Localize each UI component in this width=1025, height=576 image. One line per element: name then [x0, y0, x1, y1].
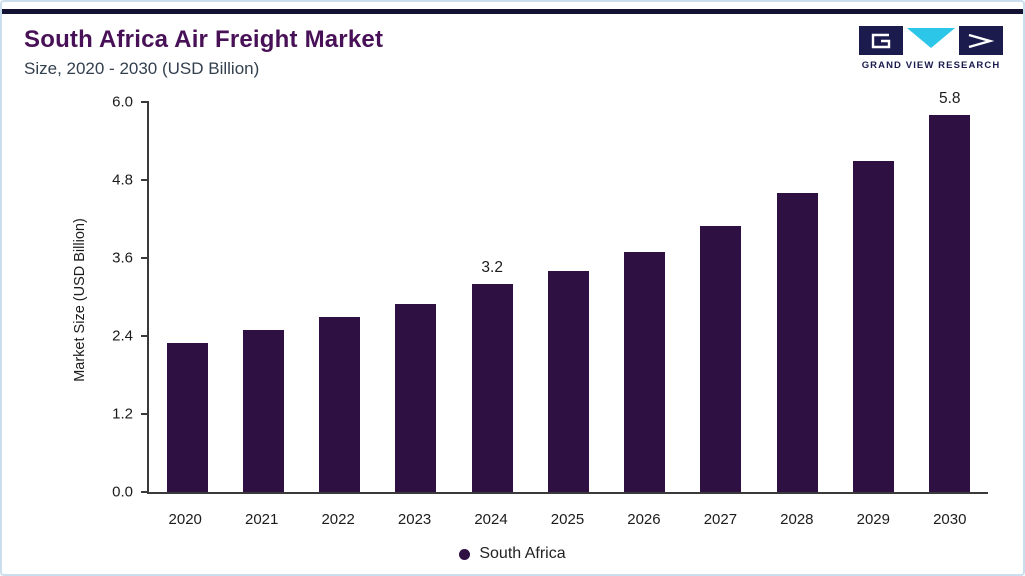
- x-tick-label: 2030: [933, 511, 967, 528]
- y-tick-label: 6.0: [112, 93, 133, 111]
- bar-group-2024: 3.2: [454, 102, 530, 492]
- y-tick-mark: [141, 491, 149, 493]
- bar: [547, 271, 589, 492]
- bar: [319, 316, 361, 492]
- page-title: South Africa Air Freight Market: [24, 26, 384, 53]
- bar-series: 3.2 5.8: [149, 90, 988, 492]
- legend: South Africa: [2, 545, 1023, 563]
- top-accent-bar: [2, 9, 1023, 14]
- bar-group-2026: [607, 102, 683, 492]
- bar: [853, 160, 895, 492]
- gvr-logo: GRAND VIEW RESEARCH: [859, 26, 1003, 71]
- gvr-logo-icon: [859, 26, 1003, 55]
- bar-group-2028: [759, 102, 835, 492]
- y-tick-label: 4.8: [112, 171, 133, 189]
- bar: [242, 329, 284, 492]
- x-tick-label: 2022: [321, 511, 355, 528]
- bar: [929, 115, 971, 492]
- bar-group-2022: [302, 102, 378, 492]
- bar-group-2027: [683, 102, 759, 492]
- page-subtitle: Size, 2020 - 2030 (USD Billion): [24, 59, 260, 78]
- bar: [471, 284, 513, 492]
- x-tick-label: 2025: [550, 511, 585, 528]
- x-tick-label: 2027: [703, 511, 738, 528]
- legend-marker: [459, 548, 471, 560]
- x-tick-label: 2023: [397, 511, 432, 528]
- y-tick-mark: [141, 101, 149, 103]
- bar: [776, 193, 818, 492]
- bar-group-2025: [530, 102, 606, 492]
- legend-label: South Africa: [479, 545, 566, 562]
- title-block: South Africa Air Freight Market Size, 20…: [24, 26, 383, 79]
- bar-group-2020: [149, 102, 225, 492]
- x-tick-label: 2021: [244, 511, 279, 528]
- y-tick-label: 3.6: [112, 249, 133, 267]
- x-tick-label: 2020: [168, 511, 202, 528]
- bar: [624, 251, 666, 492]
- x-axis-labels: 2020 2021 2022 2023 2024 2025 2026 2027 2028 2029…: [147, 511, 988, 528]
- bar: [700, 225, 742, 492]
- bar-group-2023: [378, 102, 454, 492]
- gvr-logo-text: GRAND VIEW RESEARCH: [861, 60, 1001, 71]
- bar-group-2021: [225, 102, 301, 492]
- bar: [166, 342, 208, 492]
- bar-value-label: 5.8: [939, 90, 961, 107]
- y-tick-mark: [141, 179, 149, 181]
- y-axis-title: Market Size (USD Billion): [72, 218, 88, 382]
- x-tick-label: 2024: [474, 511, 508, 528]
- chart-header: South Africa Air Freight Market Size, 20…: [24, 26, 1003, 79]
- plot-area: 3.2 5.8 0.0 1.2 2.4 3.6 4.8 6.0: [112, 90, 988, 501]
- x-tick-label: 2028: [780, 511, 814, 528]
- y-tick-label: 0.0: [112, 483, 133, 501]
- y-tick-mark: [141, 335, 149, 337]
- y-tick-label: 2.4: [112, 327, 133, 345]
- bar-group-2030: 5.8: [912, 90, 988, 492]
- bar-value-label: 3.2: [481, 259, 503, 277]
- y-tick-mark: [141, 257, 149, 259]
- x-tick-label: 2029: [856, 511, 890, 528]
- bar-group-2029: [835, 102, 911, 492]
- y-tick-label: 1.2: [112, 405, 133, 423]
- bar: [395, 303, 437, 492]
- x-tick-label: 2026: [627, 511, 661, 528]
- y-tick-mark: [141, 413, 149, 415]
